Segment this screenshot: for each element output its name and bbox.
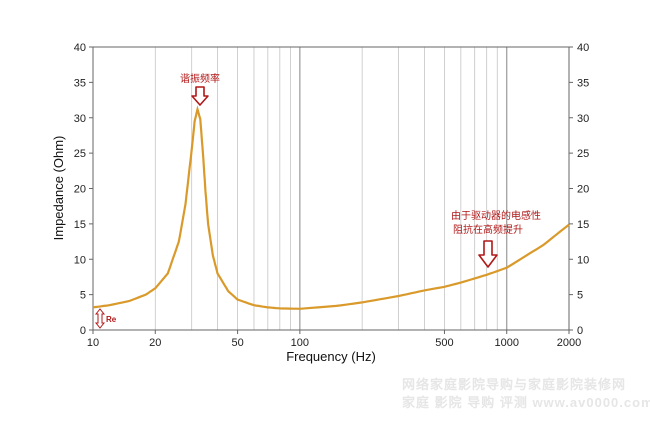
resonance-label: 谐振频率 <box>180 72 220 85</box>
impedance-curve <box>92 105 570 310</box>
resonance-arrow <box>191 86 209 106</box>
y-tick-label-right: 5 <box>577 290 583 302</box>
x-tick-label: 500 <box>435 337 453 349</box>
y-tick-label: 5 <box>80 290 86 302</box>
y-tick-label-right: 0 <box>577 325 583 337</box>
y-tick-label-right: 40 <box>577 42 589 54</box>
y-tick-label: 20 <box>74 184 86 196</box>
y-tick-label: 25 <box>74 148 86 160</box>
y-tick-label: 0 <box>80 325 86 337</box>
y-tick-label-right: 35 <box>577 77 589 89</box>
y-axis-right: 0 5 10 15 20 25 30 35 40 <box>569 42 589 337</box>
x-tick-label: 2000 <box>557 337 581 349</box>
y-tick-label: 15 <box>74 219 86 231</box>
y-tick-label: 10 <box>74 254 86 266</box>
watermark-line1: 网络家庭影院导购与家庭影院装修网 <box>402 377 627 392</box>
y-tick-label-right: 25 <box>577 148 589 160</box>
x-tick-label: 1000 <box>494 337 518 349</box>
x-tick-label: 50 <box>231 337 243 349</box>
x-tick-label: 20 <box>149 337 161 349</box>
y-tick-label-right: 30 <box>577 113 589 125</box>
re-label: Re <box>106 315 117 324</box>
y-tick-label-right: 20 <box>577 184 589 196</box>
inductance-label-line2: 阻抗在高频提升 <box>453 223 523 236</box>
inductance-arrow <box>478 240 498 268</box>
y-tick-label: 35 <box>74 77 86 89</box>
x-axis-title: Frequency (Hz) <box>286 349 376 364</box>
x-tick-label: 10 <box>87 337 99 349</box>
grid-lines <box>154 47 508 330</box>
y-tick-label-right: 15 <box>577 219 589 231</box>
watermark-line2: 家庭 影院 导购 评测 www.av0000.com <box>402 395 650 410</box>
x-axis: 10 20 50 100 500 1000 2000 <box>87 330 581 349</box>
y-axis-title: Impedance (Ohm) <box>51 136 66 241</box>
x-tick-label: 100 <box>291 337 309 349</box>
y-tick-label: 30 <box>74 113 86 125</box>
re-arrow <box>94 308 106 329</box>
inductance-label-line1: 由于驱动器的电感性 <box>451 209 541 222</box>
y-tick-label-right: 10 <box>577 254 589 266</box>
y-tick-label: 40 <box>74 42 86 54</box>
y-axis-left: 0 5 10 15 20 25 30 35 40 <box>74 42 93 337</box>
